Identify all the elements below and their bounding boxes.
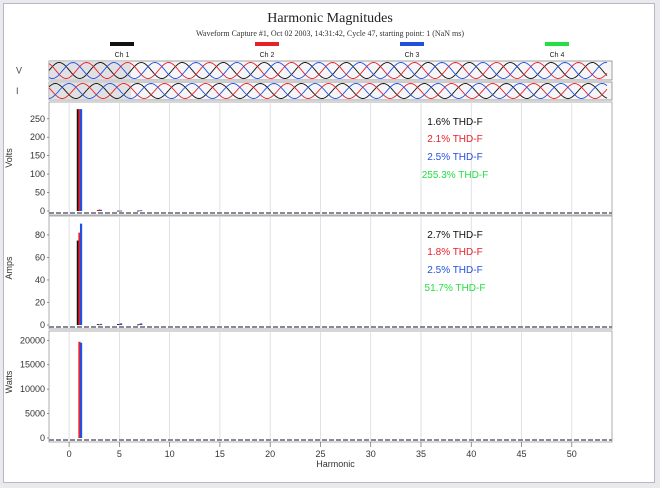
y-tick-label: 5000 [25, 409, 45, 419]
x-tick-label: 50 [567, 449, 577, 459]
chart-subtitle: Waveform Capture #1, Oct 02 2003, 14:31:… [196, 29, 464, 38]
waveform-trace [48, 62, 608, 79]
thd-label-ch3: 2.5% THD-F [427, 152, 482, 163]
chart-title: Harmonic Magnitudes [267, 11, 393, 26]
legend-swatch-ch2 [255, 42, 279, 46]
y-tick-label: 100 [30, 169, 45, 179]
legend-swatch-ch4 [545, 42, 569, 46]
waveform-trace [48, 62, 608, 79]
thd-label-ch3: 2.5% THD-F [427, 265, 482, 276]
y-tick-label: 10000 [20, 384, 45, 394]
bar-h3-ch1 [96, 324, 99, 325]
y-axis-label: Volts [4, 148, 14, 168]
bar-h5-ch2 [118, 323, 121, 325]
legend-swatch-ch1 [110, 42, 134, 46]
legend-label-ch2: Ch 2 [260, 52, 275, 59]
y-tick-label: 0 [40, 206, 45, 216]
thd-label-ch1: 1.6% THD-F [427, 117, 482, 128]
y-tick-label: 0 [40, 320, 45, 330]
bar-h1-ch2 [78, 232, 81, 325]
bar-h5-ch3 [120, 210, 123, 212]
bar-h1-ch1 [76, 240, 79, 325]
y-tick-label: 250 [30, 114, 45, 124]
bar-h1-ch3 [79, 223, 83, 325]
x-axis-label: Harmonic [316, 459, 355, 469]
y-tick-label: 40 [35, 275, 45, 285]
waveform-label: I [16, 86, 19, 96]
y-tick-label: 0 [40, 433, 45, 443]
x-tick-label: 30 [366, 449, 376, 459]
x-tick-label: 45 [517, 449, 527, 459]
waveform-trace [48, 83, 608, 99]
y-tick-label: 20 [35, 297, 45, 307]
bar-h5-ch2 [118, 210, 121, 212]
legend-label-ch4: Ch 4 [550, 52, 565, 59]
y-tick-label: 20000 [20, 335, 45, 345]
x-tick-label: 10 [165, 449, 175, 459]
waveform-trace [48, 62, 608, 79]
bar-h3-ch1 [96, 210, 99, 212]
x-tick-label: 15 [215, 449, 225, 459]
bar-h3-ch2 [98, 209, 101, 211]
y-tick-label: 15000 [20, 360, 45, 370]
thd-label-ch2: 1.8% THD-F [427, 247, 482, 258]
bar-h1-ch1 [76, 109, 79, 211]
bar-h7-ch1 [137, 324, 140, 326]
y-tick-label: 200 [30, 132, 45, 142]
bar-h5-ch1 [116, 324, 119, 325]
bar-h7-ch2 [138, 210, 141, 212]
bar-h5-ch3 [120, 323, 123, 325]
bar-h3-ch2 [98, 324, 101, 326]
bar-h1-ch3 [79, 342, 83, 438]
waveform-trace [48, 83, 608, 99]
x-tick-label: 20 [265, 449, 275, 459]
thd-label-ch2: 2.1% THD-F [427, 134, 482, 145]
bar-h3-ch3 [100, 323, 103, 325]
x-tick-label: 0 [67, 449, 72, 459]
legend-swatch-ch3 [400, 42, 424, 46]
y-tick-label: 50 [35, 188, 45, 198]
bar-h7-ch2 [138, 323, 141, 325]
legend-label-ch3: Ch 3 [405, 52, 420, 59]
bar-h7-ch3 [140, 210, 143, 212]
thd-label-ch1: 2.7% THD-F [427, 230, 482, 241]
x-tick-label: 40 [466, 449, 476, 459]
waveform-highlight [49, 82, 131, 100]
y-tick-label: 150 [30, 151, 45, 161]
panel-amps [48, 215, 613, 330]
bar-h1-ch2 [78, 341, 81, 438]
x-tick-label: 5 [117, 449, 122, 459]
bar-h7-ch3 [140, 323, 143, 325]
x-tick-label: 35 [416, 449, 426, 459]
waveform-label: V [16, 66, 22, 76]
waveform-trace [48, 83, 608, 99]
panel-watts [48, 330, 613, 443]
bar-h5-ch1 [116, 210, 119, 212]
bar-h3-ch3 [100, 209, 103, 211]
bar-h1-ch3 [79, 109, 83, 211]
y-tick-label: 80 [35, 230, 45, 240]
thd-label-ch4: 255.3% THD-F [422, 170, 489, 181]
bar-h1-ch2 [78, 109, 81, 211]
x-tick-label: 25 [315, 449, 325, 459]
y-tick-label: 60 [35, 252, 45, 262]
bar-h7-ch1 [137, 210, 140, 212]
legend-label-ch1: Ch 1 [115, 52, 130, 59]
thd-label-ch4: 51.7% THD-F [425, 283, 486, 294]
y-axis-label: Watts [4, 370, 14, 393]
y-axis-label: Amps [4, 256, 14, 280]
panel-volts [48, 101, 613, 216]
